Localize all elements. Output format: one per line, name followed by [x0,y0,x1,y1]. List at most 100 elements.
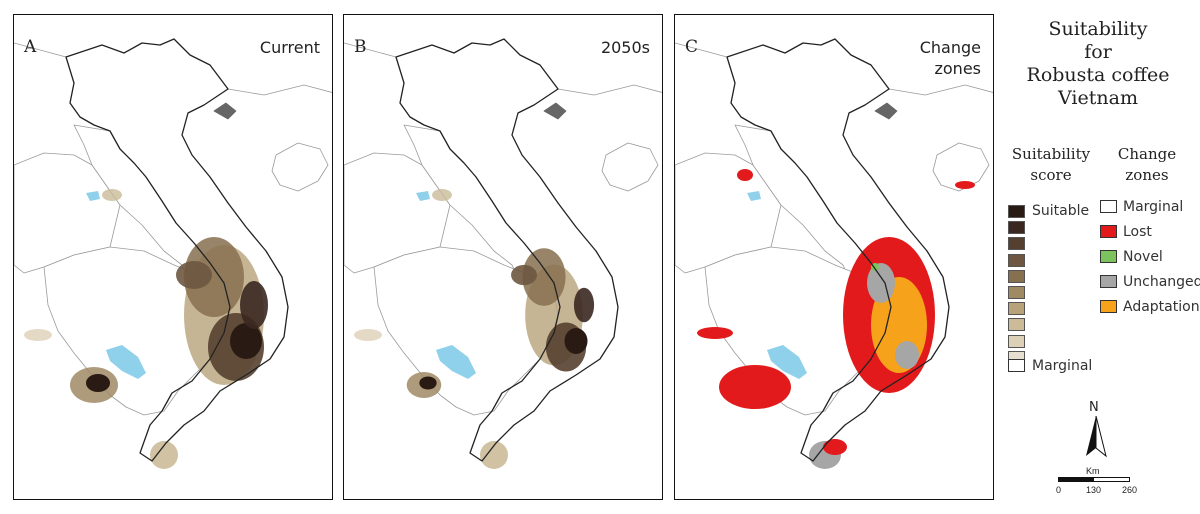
suitability-patch [480,441,508,469]
lost-zone [823,439,847,455]
score-swatch [1008,302,1025,316]
score-swatch [1008,253,1025,267]
north-arrow: N [1084,400,1108,460]
lost-zone [737,169,753,181]
zone-swatch-novel [1100,250,1117,263]
header-line: score [1030,166,1072,184]
suitability-patch [564,328,588,354]
legend: Suitability for Robusta coffee Vietnam S… [1000,14,1200,514]
change-zones-header: Change zones [1104,144,1190,186]
suitability-patch [511,264,537,286]
suitability-patch [176,261,212,289]
map-panel-current: A Current [13,14,333,500]
marginal-label: Marginal [1032,358,1093,374]
lost-zone [697,327,733,339]
panel-title-line: Change [919,38,981,57]
zone-label-unchanged: Unchanged [1123,274,1200,290]
suitability-patch [419,376,437,390]
map-panel-2050s: B 2050s [343,14,663,500]
north-label: N [1089,400,1099,415]
suitability-patch [573,287,595,323]
scale-bar: Km 0 130 260 [1056,466,1146,506]
panel-letter: B [354,37,367,57]
suitability-patch [354,329,382,341]
scale-tick-0: 0 [1056,485,1062,495]
panel-title: Change zones [920,37,981,79]
hainan-island [932,142,990,192]
north-arrow-icon [1086,416,1107,458]
tonle-sap-lake [436,345,476,379]
map-current [14,38,332,469]
lost-zone [955,181,975,189]
zone-label-adaptation: Adaptation [1123,299,1200,315]
suitable-label: Suitable [1032,203,1090,219]
score-swatch [1008,237,1025,251]
suitability-patch [86,374,110,392]
header-line: zones [1125,166,1169,184]
legend-title-line: Vietnam [1058,87,1138,109]
header-line: Change [1117,145,1177,163]
suitability-patch [230,323,262,359]
panel-title-line: 2050s [600,38,650,57]
unchanged-zone [867,263,895,303]
suitability-patch [522,248,566,306]
suitability-patch [240,281,268,329]
legend-title-line: Suitability [1048,18,1148,40]
score-swatch [1008,269,1025,283]
score-swatch [1008,334,1025,348]
suitability-layer [354,189,595,469]
scale-tick-260: 260 [1122,485,1138,495]
suitability-layer [24,189,268,469]
vietnam-boundary [726,38,950,462]
thailand-boundary [675,152,782,274]
score-swatch [1008,205,1025,218]
zone-swatch-marginal [1100,200,1117,213]
map-2050s [344,38,662,469]
marginal-swatch [1008,359,1025,372]
cambodia-boundary [43,246,229,416]
zone-label-marginal: Marginal [1123,199,1184,215]
zone-label-lost: Lost [1123,224,1152,240]
zone-swatch-unchanged [1100,275,1117,288]
lost-zone [719,365,791,409]
score-swatch [1008,318,1025,332]
zone-swatch-adaptation [1100,300,1117,313]
suitability-patch [150,441,178,469]
panel-title-line: zones [934,59,981,78]
thailand-boundary [14,152,121,274]
vietnam-boundary [65,38,289,462]
coastal-delta [543,102,567,120]
cambodia-boundary [373,246,559,416]
suitability-score-header: Suitability score [1008,144,1094,186]
suitability-patch [432,189,452,201]
tonle-sap-lake [767,345,807,379]
tonle-sap-lake [106,345,146,379]
hainan-island [271,142,329,192]
coastal-delta [213,102,237,120]
map-change-zones [675,38,993,469]
thailand-boundary [344,152,451,274]
scale-unit: Km [1086,466,1100,476]
score-swatch [1008,286,1025,299]
unchanged-zone [895,341,919,369]
scale-tick-130: 130 [1086,485,1102,495]
china-boundary [675,42,993,96]
legend-title-line: Robusta coffee [1026,64,1170,86]
panel-title-line: Current [259,38,320,57]
legend-title: Suitability for Robusta coffee Vietnam [1000,18,1196,110]
zone-label-novel: Novel [1123,249,1163,265]
china-boundary [14,42,332,96]
suitability-patch [102,189,122,201]
lake [86,191,100,201]
panel-letter: C [685,37,699,57]
zone-swatch-lost [1100,225,1117,238]
hainan-island [601,142,659,192]
legend-title-line: for [1084,41,1112,63]
lake [416,191,430,201]
vietnam-boundary [395,38,619,462]
panel-title: 2050s [601,37,650,58]
cambodia-boundary [704,246,890,416]
score-swatch [1008,221,1025,235]
panel-letter: A [24,37,37,57]
map-panel-change-zones: C Change zones [674,14,994,500]
